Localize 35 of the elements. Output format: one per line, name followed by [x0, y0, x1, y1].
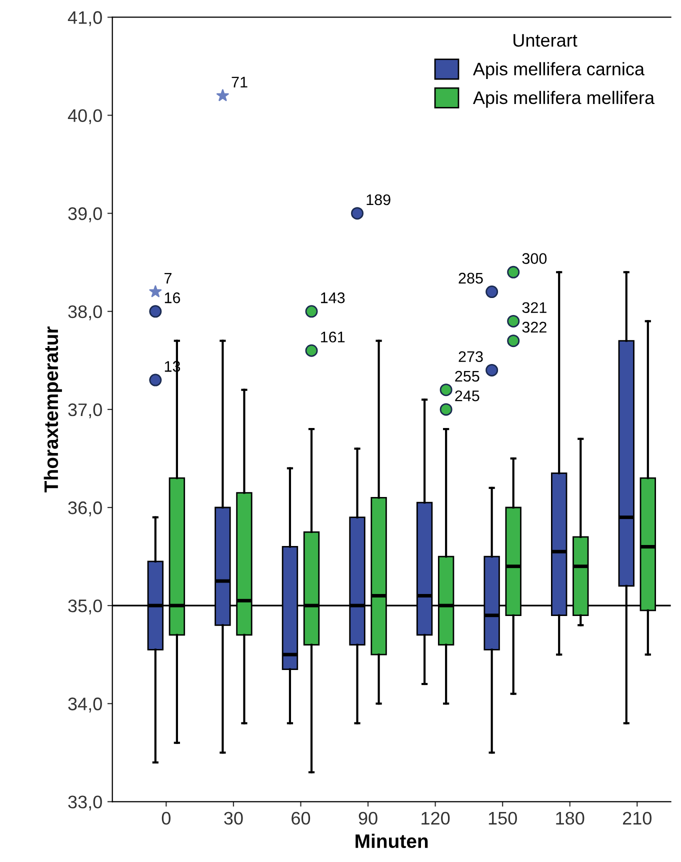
legend-label: Apis mellifera mellifera — [472, 90, 655, 108]
annotation: 322 — [522, 322, 546, 333]
annotation: 255 — [455, 370, 480, 382]
y-tick-label: 38,0 — [68, 305, 102, 320]
y-tick-label: 36,0 — [68, 501, 102, 516]
annotation: 16 — [164, 292, 180, 304]
x-tick-label: 150 — [488, 812, 517, 825]
y-tick-label: 39,0 — [68, 207, 102, 222]
y-tick-label: 34,0 — [68, 698, 102, 712]
annotation: 7 — [164, 272, 172, 284]
y-tick-label: 40,0 — [68, 109, 102, 124]
legend-label: Apis mellifera carnica — [472, 62, 645, 79]
x-tick-label: 60 — [292, 812, 310, 825]
annotation: 321 — [522, 302, 546, 314]
x-tick-label: 90 — [358, 812, 378, 825]
annotation: 161 — [321, 332, 345, 342]
y-tick-label: 37,0 — [68, 403, 102, 418]
y-tick-label: 35,0 — [68, 599, 102, 614]
y-tick-label: 33,0 — [68, 796, 102, 811]
x-tick-label: 30 — [224, 812, 243, 825]
annotation: 71 — [232, 76, 248, 88]
annotation: 245 — [455, 390, 480, 402]
x-tick-label: 0 — [162, 812, 171, 825]
x-axis-title: Minuten — [356, 834, 428, 848]
annotation: 285 — [458, 272, 483, 284]
x-tick-label: 180 — [556, 812, 584, 825]
x-tick-label: 120 — [422, 812, 450, 825]
annotation: 143 — [321, 292, 345, 304]
annotation: 300 — [522, 253, 547, 264]
y-axis-title: Thoraxtemperatur — [44, 326, 62, 492]
annotation: 189 — [366, 194, 390, 206]
annotation: 273 — [458, 351, 483, 362]
x-tick-label: 210 — [622, 812, 652, 825]
y-tick-label: 41,0 — [68, 11, 102, 26]
legend-title: Unterart — [514, 34, 578, 47]
